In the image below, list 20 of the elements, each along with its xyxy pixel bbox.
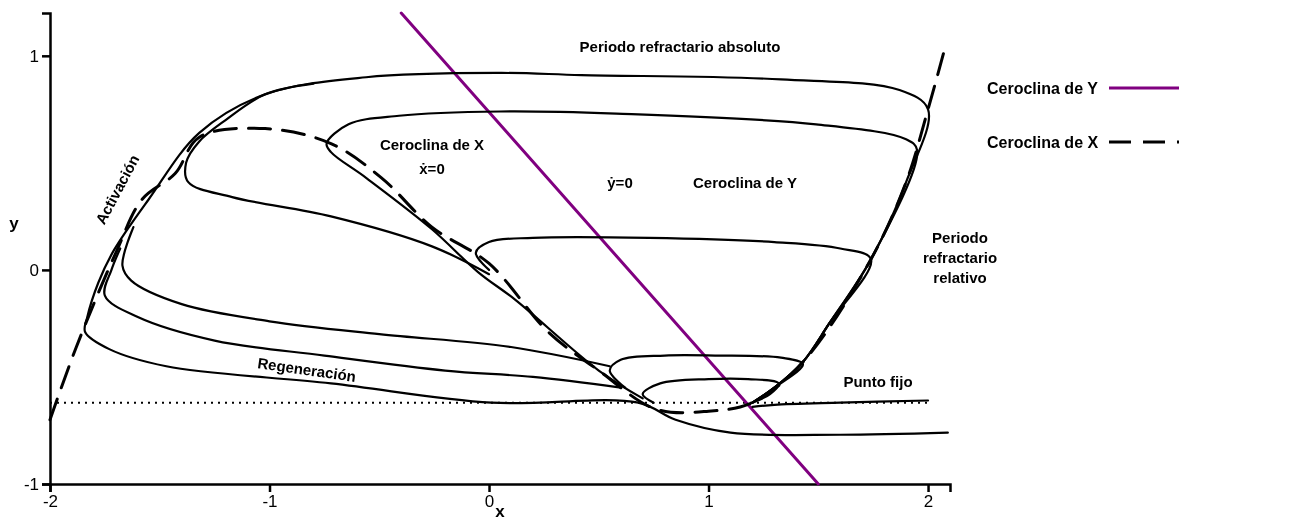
annotation: Periodo refractario relativo	[922, 229, 998, 286]
y-axis-title: y	[9, 213, 20, 233]
annotation: Ceroclina de X	[379, 136, 485, 153]
y-tick-label: 1	[29, 46, 39, 66]
annotation: Regeneración	[256, 354, 358, 385]
y-tick-label: 0	[29, 260, 39, 280]
legend-label: Ceroclina de Y	[987, 80, 1099, 97]
annotation: ẋ=0	[419, 160, 445, 177]
x-tick-label: -1	[262, 492, 278, 512]
x-tick-label: 1	[704, 492, 714, 512]
annotation: ẏ=0	[607, 174, 633, 191]
x-tick-label: 0	[484, 492, 495, 512]
x-tick-label: 2	[923, 492, 934, 512]
x-tick-label: -2	[42, 492, 59, 512]
annotation: Punto fijo	[843, 373, 913, 390]
annotation: Periodo refractario absoluto	[579, 38, 781, 55]
x-axis-title: x	[495, 502, 506, 519]
legend-label: Ceroclina de X	[987, 134, 1099, 151]
annotation: Ceroclina de Y	[693, 174, 797, 191]
y-tick-label: -1	[23, 474, 39, 494]
